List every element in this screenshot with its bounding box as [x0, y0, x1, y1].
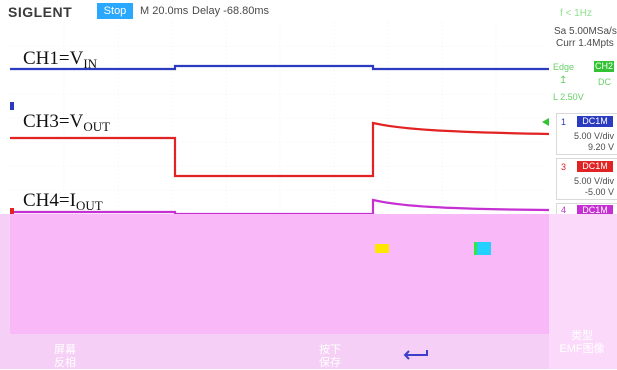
ch3-vout-trace	[10, 121, 549, 178]
channel-3-info[interactable]: 3 DC1M 5.00 V/div -5.00 V	[556, 158, 617, 200]
timebase-readout[interactable]: M 20.0ms	[140, 5, 189, 17]
ch4-iout-trace	[10, 198, 549, 214]
press-save-softkey[interactable]: 按下 保存	[305, 344, 355, 370]
delay-readout[interactable]: Delay -68.80ms	[192, 5, 270, 17]
trigger-type[interactable]: Edge	[553, 62, 575, 72]
frequency-readout: f < 1Hz	[560, 8, 592, 19]
graticule	[10, 22, 549, 214]
ch3-label: CH3=VOUT	[23, 111, 111, 134]
cursor-marker-cyan-icon	[477, 242, 491, 255]
softkey-label: 反相	[54, 357, 76, 369]
ch1-label: CH1=VIN	[23, 48, 98, 71]
ch3-offset-marker-icon[interactable]	[10, 208, 14, 214]
channel-1-info[interactable]: 1 DC1M 5.00 V/div 9.20 V	[556, 113, 617, 155]
ch1-offset-marker-icon[interactable]	[10, 102, 14, 110]
cursor-marker-green-icon	[474, 242, 479, 255]
softkey-label: 按下	[319, 344, 341, 356]
channel-1-coupling-badge: DC1M	[577, 116, 613, 127]
sidebar-overlay	[549, 214, 617, 369]
channel-1-number: 1	[561, 117, 567, 127]
softkey-label: 类型	[571, 330, 593, 342]
trigger-level-readout[interactable]: L 2.50V	[553, 92, 584, 102]
trigger-source-badge[interactable]: CH2	[594, 61, 614, 72]
type-emf-softkey[interactable]: 类型 EMF图像	[552, 330, 612, 356]
trigger-slope-icon: ↥	[559, 75, 568, 86]
channel-3-number: 3	[561, 162, 567, 172]
menu-overlay-region	[0, 214, 617, 369]
ch1-vin-trace	[10, 64, 549, 71]
trigger-level-marker-icon[interactable]	[542, 118, 549, 126]
channel-4-coupling-badge: DC1M	[577, 205, 613, 215]
ch4-label: CH4=IOUT	[23, 190, 103, 213]
sample-rate-readout: Sa 5.00MSa/s	[554, 26, 617, 37]
trigger-coupling: DC	[598, 77, 611, 87]
softkey-label: EMF图像	[559, 343, 605, 355]
channel-1-scale: 5.00 V/div	[573, 131, 614, 141]
waveform-overlay	[10, 214, 549, 334]
channel-3-scale: 5.00 V/div	[573, 176, 614, 186]
cursor-marker-yellow-icon	[375, 244, 389, 253]
memory-depth-readout: Curr 1.4Mpts	[556, 38, 614, 49]
channel-4-number: 4	[561, 205, 567, 215]
channel-3-offset: -5.00 V	[584, 187, 614, 197]
run-stop-indicator[interactable]: Stop	[97, 3, 133, 19]
brand-logo: SIGLENT	[8, 4, 73, 20]
return-arrow-icon[interactable]	[403, 348, 431, 362]
status-bar: SIGLENT Stop M 20.0ms Delay -68.80ms f <…	[0, 0, 617, 22]
softkey-label: 保存	[319, 357, 341, 369]
softkey-label: 屏幕	[54, 344, 76, 356]
screen-invert-softkey[interactable]: 屏幕 反相	[40, 344, 90, 370]
waveform-display[interactable]: CH1=VIN CH3=VOUT CH4=IOUT	[10, 22, 549, 214]
channel-1-offset: 9.20 V	[587, 142, 614, 152]
channel-3-coupling-badge: DC1M	[577, 161, 613, 172]
